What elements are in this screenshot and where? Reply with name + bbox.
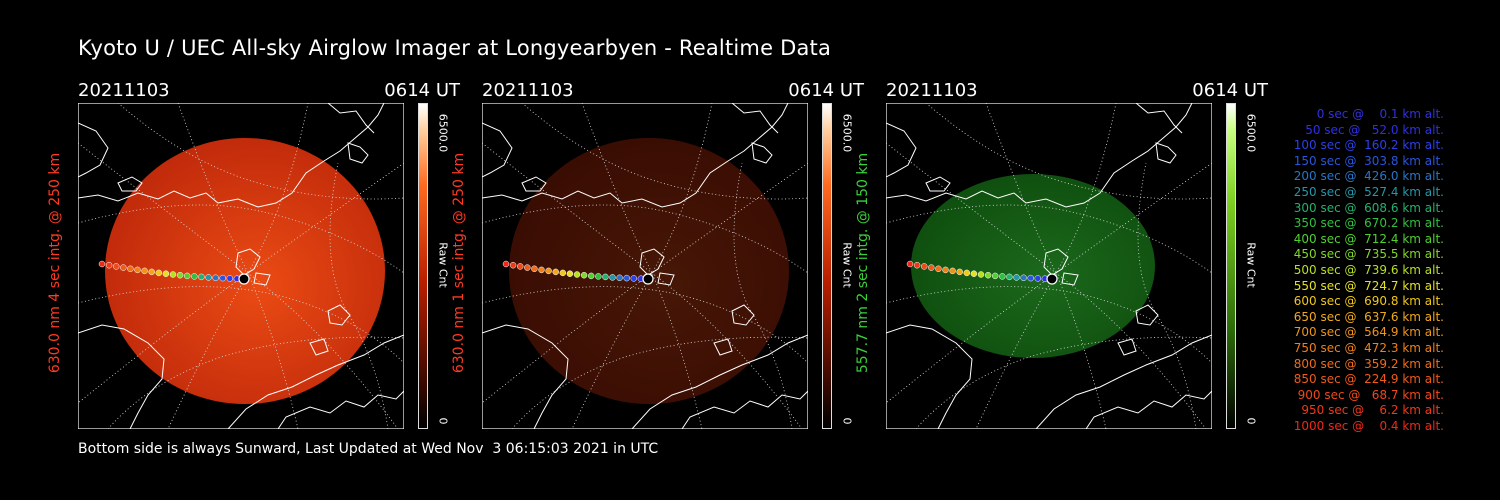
legend-row: 550 sec @ 724.7 km alt.: [1293, 278, 1444, 293]
colorbar-unit-label: Raw Cnt: [1244, 242, 1258, 288]
wavelength-label: 630.0 nm 1 sec intg. @ 250 km: [451, 152, 467, 374]
panel-time: 0614 UT: [1192, 80, 1268, 101]
legend-row: 300 sec @ 608.6 km alt.: [1293, 200, 1444, 215]
legend-row: 350 sec @ 670.2 km alt.: [1293, 216, 1444, 231]
wavelength-label: 557.7 nm 2 sec intg. @ 150 km: [855, 152, 871, 374]
legend-row: 800 sec @ 359.2 km alt.: [1293, 356, 1444, 371]
colorbar: [418, 103, 428, 429]
legend-row: 500 sec @ 739.6 km alt.: [1293, 262, 1444, 277]
legend-row: 400 sec @ 712.4 km alt.: [1293, 231, 1444, 246]
legend-row: 200 sec @ 426.0 km alt.: [1293, 169, 1444, 184]
panel-time: 0614 UT: [384, 80, 460, 101]
page-title: Kyoto U / UEC All-sky Airglow Imager at …: [78, 36, 832, 60]
imager-panel-3: 20211103 0614 UT 557.7 nm 2 sec intg. @ …: [855, 80, 1316, 440]
legend-row: 900 sec @ 68.7 km alt.: [1297, 387, 1444, 402]
colorbar: [822, 103, 832, 429]
imager-panel-1: 20211103 0614 UT 630.0 nm 4 sec intg. @ …: [47, 80, 508, 440]
imager-panel-2: 20211103 0614 UT 630.0 nm 1 sec intg. @ …: [451, 80, 912, 440]
legend-row: 50 sec @ 52.0 km alt.: [1305, 122, 1444, 137]
colorbar-max-label: 6500.0: [1244, 113, 1258, 153]
panel-date: 20211103: [482, 80, 574, 101]
legend-row: 700 sec @ 564.9 km alt.: [1293, 325, 1444, 340]
legend-row: 950 sec @ 6.2 km alt.: [1301, 403, 1444, 418]
wavelength-label: 630.0 nm 4 sec intg. @ 250 km: [47, 152, 63, 374]
footer-note: Bottom side is always Sunward, Last Upda…: [78, 441, 659, 457]
legend-row: 450 sec @ 735.5 km alt.: [1293, 247, 1444, 262]
allsky-map-image: [78, 103, 404, 429]
colorbar-min-label: 0: [1244, 417, 1258, 425]
legend-row: 650 sec @ 637.6 km alt.: [1293, 309, 1444, 324]
legend-row: 100 sec @ 160.2 km alt.: [1293, 138, 1444, 153]
legend-row: 850 sec @ 224.9 km alt.: [1293, 372, 1444, 387]
legend-row: 0 sec @ 0.1 km alt.: [1316, 107, 1444, 121]
legend-row: 1000 sec @ 0.4 km alt.: [1293, 418, 1444, 433]
panel-date: 20211103: [886, 80, 978, 101]
colorbar: [1226, 103, 1236, 429]
allsky-map-image: [886, 103, 1212, 429]
trajectory-legend: 0 sec @ 0.1 km alt. 50 sec @ 52.0 km alt.…: [1258, 107, 1444, 434]
legend-row: 750 sec @ 472.3 km alt.: [1293, 340, 1444, 355]
legend-row: 250 sec @ 527.4 km alt.: [1293, 184, 1444, 199]
panel-time: 0614 UT: [788, 80, 864, 101]
legend-row: 150 sec @ 303.8 km alt.: [1293, 153, 1444, 168]
allsky-map-image: [482, 103, 808, 429]
legend-row: 600 sec @ 690.8 km alt.: [1293, 294, 1444, 309]
panel-date: 20211103: [78, 80, 170, 101]
